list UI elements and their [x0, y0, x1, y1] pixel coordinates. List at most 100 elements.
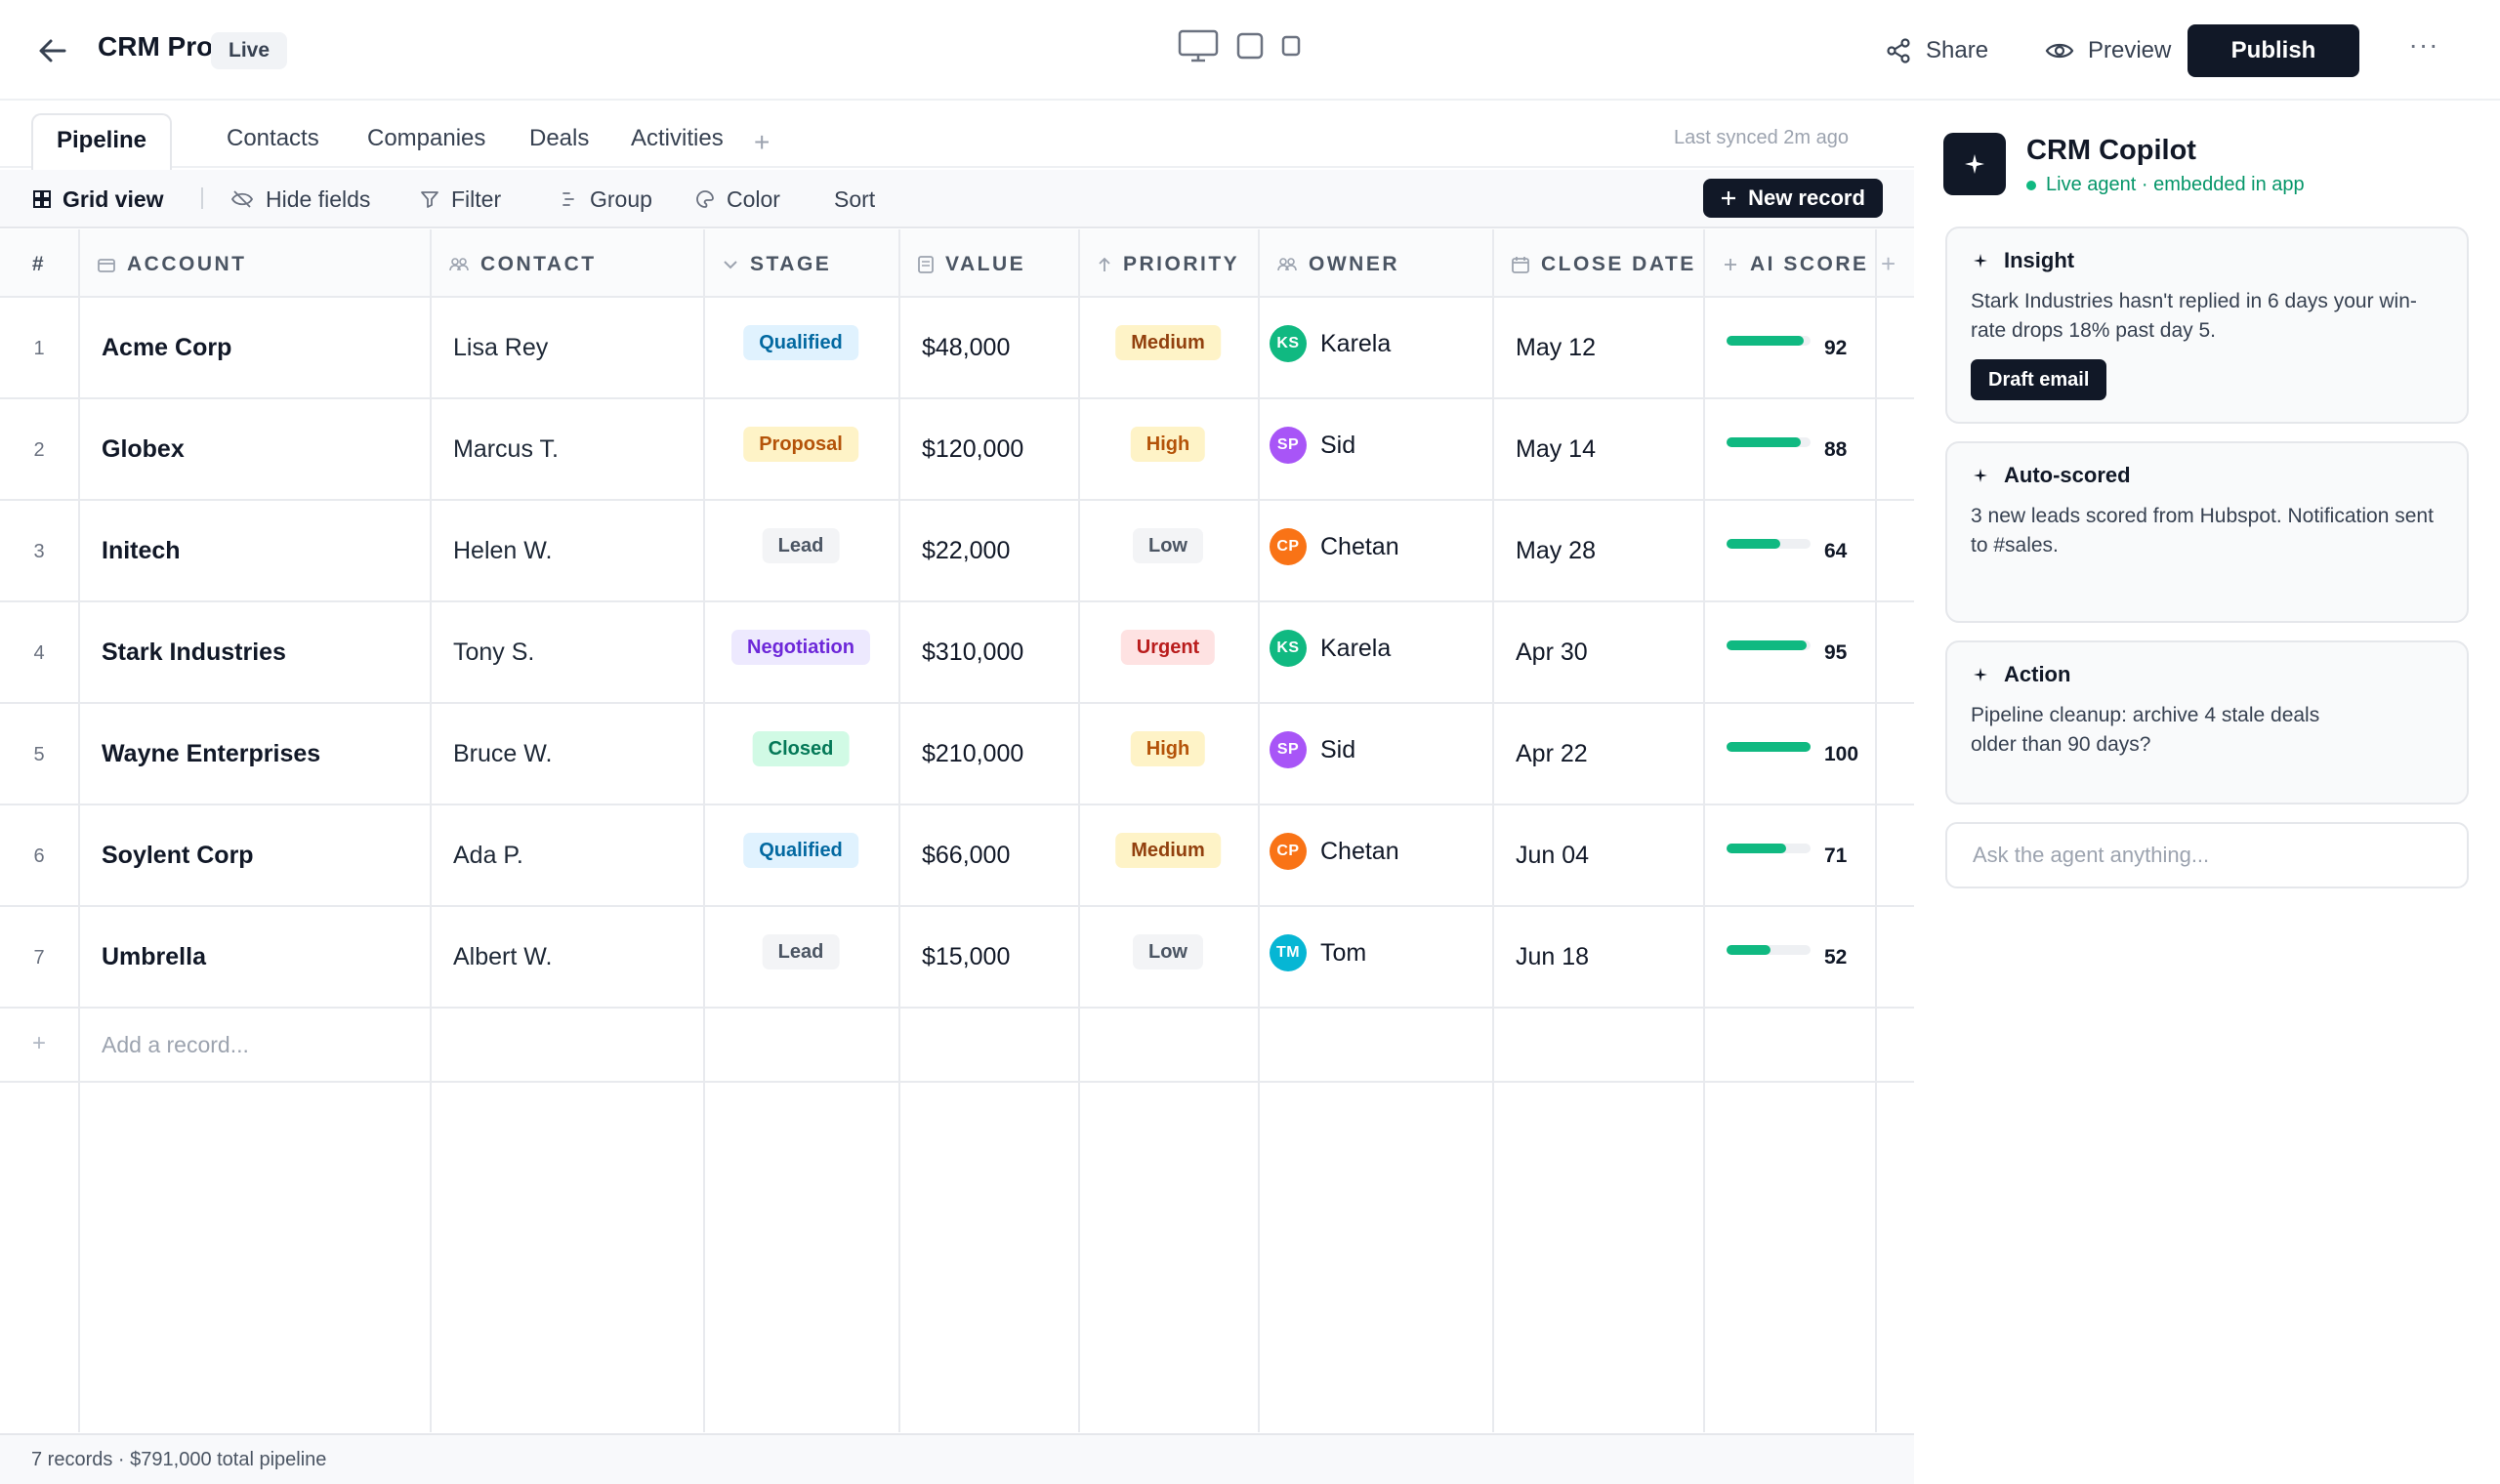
- owner-cell[interactable]: KS Karela: [1270, 630, 1391, 667]
- grid-view-label: Grid view: [62, 186, 164, 212]
- priority-badge[interactable]: High: [1130, 427, 1206, 462]
- more-options-icon[interactable]: ···: [2408, 29, 2439, 60]
- owner-cell[interactable]: CP Chetan: [1270, 833, 1399, 870]
- column-header-stage[interactable]: STAGE: [723, 251, 831, 278]
- contact-name: Lisa Rey: [453, 334, 549, 361]
- account-name[interactable]: Stark Industries: [102, 639, 286, 666]
- group-button[interactable]: Group: [561, 184, 652, 215]
- insight-card-title: Insight: [1973, 248, 2074, 273]
- ai-score-bar-fill: [1727, 742, 1811, 752]
- group-icon: [561, 190, 578, 208]
- filter-button[interactable]: Filter: [420, 184, 501, 215]
- priority-badge[interactable]: High: [1130, 731, 1206, 766]
- account-name[interactable]: Acme Corp: [102, 334, 232, 361]
- column-header-num[interactable]: #: [0, 251, 78, 278]
- column-header-value[interactable]: VALUE: [918, 251, 1025, 278]
- row-number: 6: [33, 845, 45, 867]
- account-name[interactable]: Soylent Corp: [102, 842, 254, 869]
- account-name[interactable]: Wayne Enterprises: [102, 740, 321, 767]
- owner-name: Karela: [1320, 329, 1392, 357]
- column-divider: [78, 229, 80, 1432]
- row-number: 5: [33, 744, 45, 765]
- owner-cell[interactable]: SP Sid: [1270, 731, 1355, 768]
- auto-scored-card-title-text: Auto-scored: [2004, 463, 2131, 487]
- action-card-body: Pipeline cleanup: archive 4 stale deals …: [1971, 704, 2320, 756]
- avatar: KS: [1270, 325, 1307, 362]
- priority-badge[interactable]: Urgent: [1120, 630, 1216, 665]
- tab-deals[interactable]: Deals: [529, 125, 590, 151]
- ai-score-bar-fill: [1727, 844, 1786, 853]
- row-divider: [0, 905, 1914, 907]
- contact-name: Bruce W.: [453, 740, 553, 767]
- avatar: TM: [1270, 934, 1307, 971]
- hide-fields-button[interactable]: Hide fields: [230, 184, 370, 215]
- mobile-view-icon[interactable]: [1281, 35, 1301, 57]
- stage-badge[interactable]: Qualified: [743, 325, 858, 360]
- color-button[interactable]: Color: [695, 184, 780, 215]
- add-record-plus-icon[interactable]: +: [31, 1030, 46, 1056]
- preview-button[interactable]: Preview: [2045, 29, 2171, 72]
- close-date: May 14: [1516, 435, 1596, 463]
- owner-cell[interactable]: TM Tom: [1270, 934, 1366, 971]
- stage-badge[interactable]: Qualified: [743, 833, 858, 868]
- account-name[interactable]: Globex: [102, 435, 185, 463]
- column-header-account[interactable]: ACCOUNT: [98, 251, 247, 278]
- toolbar-divider: [201, 187, 203, 209]
- column-divider: [430, 229, 432, 1432]
- ask-agent-input[interactable]: [1945, 822, 2469, 888]
- share-button[interactable]: Share: [1885, 29, 1988, 72]
- building-icon: [98, 257, 115, 272]
- tab-companies[interactable]: Companies: [367, 125, 486, 151]
- account-name[interactable]: Initech: [102, 537, 181, 564]
- ai-score-value: 52: [1824, 946, 1848, 969]
- stage-badge[interactable]: Negotiation: [731, 630, 870, 665]
- tab-activities[interactable]: Activities: [631, 125, 724, 151]
- add-tab-button[interactable]: +: [754, 127, 771, 157]
- close-date: May 12: [1516, 334, 1596, 361]
- stage-badge[interactable]: Lead: [762, 934, 840, 969]
- ai-score-value: 88: [1824, 438, 1848, 461]
- desktop-view-icon[interactable]: [1178, 29, 1219, 62]
- column-header-label: CLOSE DATE: [1541, 253, 1696, 275]
- action-card: Action Pipeline cleanup: archive 4 stale…: [1945, 640, 2469, 804]
- tab-contacts[interactable]: Contacts: [227, 125, 319, 151]
- insight-card: Insight Stark Industries hasn't replied …: [1945, 227, 2469, 424]
- avatar: SP: [1270, 427, 1307, 464]
- priority-badge[interactable]: Medium: [1115, 833, 1221, 868]
- stage-badge[interactable]: Proposal: [743, 427, 858, 462]
- grid-view-button[interactable]: Grid view: [33, 184, 164, 215]
- tablet-view-icon[interactable]: [1236, 32, 1264, 60]
- column-header-owner[interactable]: OWNER: [1277, 251, 1399, 278]
- draft-email-button[interactable]: Draft email: [1971, 359, 2107, 400]
- owner-cell[interactable]: KS Karela: [1270, 325, 1391, 362]
- stage-badge[interactable]: Closed: [752, 731, 850, 766]
- owner-cell[interactable]: SP Sid: [1270, 427, 1355, 464]
- row-divider: [0, 499, 1914, 501]
- column-header-ai-score[interactable]: AI SCORE: [1723, 251, 1869, 278]
- records-summary: 7 records · $791,000 total pipeline: [31, 1449, 327, 1470]
- stage-badge[interactable]: Lead: [762, 528, 840, 563]
- row-divider: [0, 296, 1914, 298]
- add-column-button[interactable]: +: [1881, 249, 1896, 278]
- publish-button[interactable]: Publish: [2188, 24, 2359, 77]
- priority-badge[interactable]: Low: [1133, 934, 1203, 969]
- sort-button[interactable]: Sort: [834, 184, 875, 215]
- tab-pipeline[interactable]: Pipeline: [31, 113, 173, 170]
- sparkle-icon: [1723, 257, 1738, 272]
- column-header-priority[interactable]: PRIORITY: [1098, 251, 1239, 278]
- add-record-button[interactable]: Add a record...: [102, 1032, 249, 1057]
- owner-cell[interactable]: CP Chetan: [1270, 528, 1399, 565]
- ai-score-bar: [1727, 742, 1811, 752]
- column-header-contact[interactable]: CONTACT: [449, 251, 597, 278]
- new-record-button[interactable]: New record: [1703, 179, 1883, 218]
- priority-badge[interactable]: Low: [1133, 528, 1203, 563]
- priority-badge[interactable]: Medium: [1115, 325, 1221, 360]
- back-arrow-icon[interactable]: [33, 33, 72, 68]
- account-name[interactable]: Umbrella: [102, 943, 206, 970]
- ai-score-bar: [1727, 437, 1811, 447]
- column-header-close-date[interactable]: CLOSE DATE: [1512, 251, 1696, 278]
- status-badge: Live: [211, 32, 288, 69]
- plus-icon: [1721, 190, 1736, 206]
- ai-score-bar-fill: [1727, 336, 1804, 346]
- close-date: May 28: [1516, 537, 1596, 564]
